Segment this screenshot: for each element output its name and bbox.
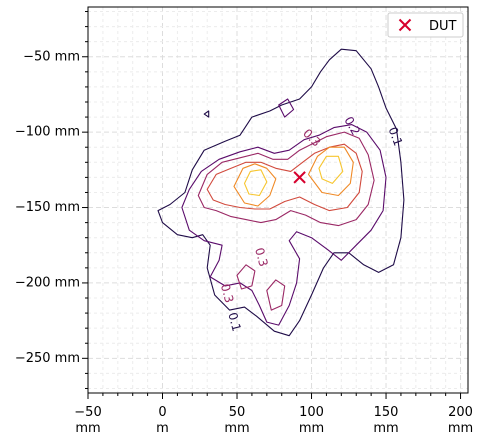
legend-x-icon [398,18,412,32]
contour-label: 0.3 [218,282,236,304]
contour-label: 0.3 [252,246,270,268]
contour-line-0-6 [318,155,344,184]
dut-marker [293,171,306,184]
x-tick-unit: mm [75,421,100,435]
contour-line-0-5 [233,163,277,207]
contour-line-0-2 [278,98,295,118]
y-tick-label: −50 mm [23,49,80,64]
contour-line-0-1 [203,110,210,118]
contour-line-0-1 [157,48,405,337]
plot-frame [87,6,469,394]
contour-line-0-3 [197,131,375,227]
contour-line-0-5 [307,146,354,197]
dut-x-icon [293,171,306,184]
x-tick-label: −50 [74,405,101,420]
y-tick-label: −100 mm [15,125,80,140]
x-tick-unit: mm [299,421,324,435]
y-tick-label: −250 mm [15,351,80,366]
x-tick-label: 0 [158,405,166,420]
x-tick-unit: mm [373,421,398,435]
x-tick-label: 200 [448,405,473,420]
contour-lines [157,48,405,337]
y-tick-label: −200 mm [15,275,80,290]
legend-box [387,12,464,38]
legend: DUT [387,12,464,38]
contour-label: 0.1 [386,125,406,148]
x-tick-label: 50 [229,405,246,420]
legend-label-dut: DUT [429,19,457,34]
x-tick-unit: m [156,421,169,435]
x-tick-label: 150 [374,405,399,420]
legend-x-icon-stroke-b [398,18,412,32]
x-tick-label: 100 [299,405,324,420]
contour-line-0-2 [181,124,387,326]
contour-line-0-6 [243,169,268,197]
contour-line-0-4 [206,143,363,212]
contour-line-0-3 [236,264,256,290]
contour-line-0-3 [266,279,286,311]
legend-x-marker [398,18,412,32]
contour-label: 0.1 [225,311,243,333]
x-tick-unit: mm [224,421,249,435]
grid [87,7,468,393]
y-tick-label: −150 mm [15,200,80,215]
x-tick-unit: mm [448,421,473,435]
dut-x-icon-stroke-b [293,171,306,184]
plot-background [88,7,468,393]
